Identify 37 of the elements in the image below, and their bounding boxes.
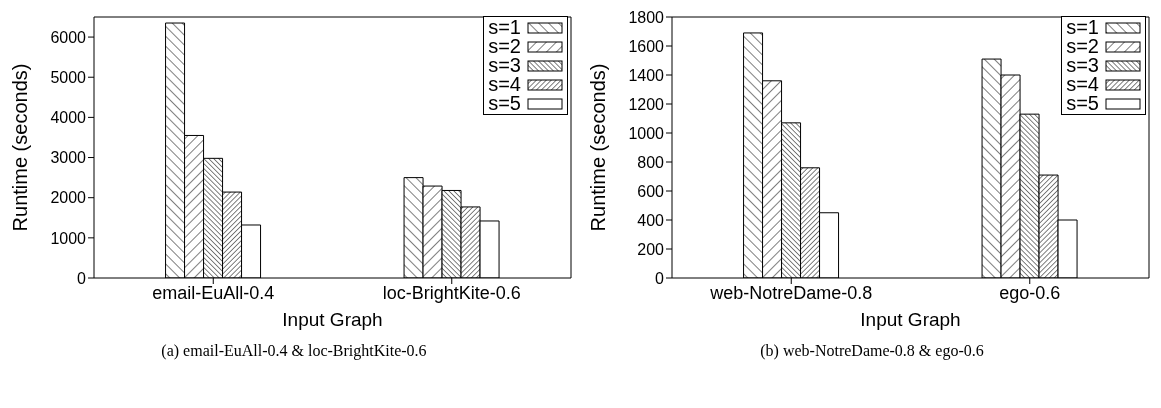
x-tick-label: ego-0.6 [999, 282, 1061, 303]
text: (b) web-NotreDame-0.8 & ego-0.6 [759, 342, 985, 360]
legend-label: s=2 [488, 35, 521, 57]
x-tick-label: loc-BrightKite-0.6 [382, 282, 521, 303]
y-tick-label: 1600 [628, 37, 665, 55]
y-tick-label: 2000 [50, 189, 87, 207]
y-tick-label: 1000 [628, 124, 665, 142]
y-tick-label: 600 [637, 182, 665, 200]
legend-label: s=5 [488, 92, 521, 114]
y-tick-label: 400 [637, 211, 665, 229]
y-tick-label: 5000 [50, 68, 87, 86]
legend-label: s=4 [488, 73, 521, 95]
y-tick-label: 200 [637, 240, 665, 258]
y-tick-label: 0 [77, 269, 87, 287]
y-tick-label: 1400 [628, 66, 665, 84]
x-tick-label: email-EuAll-0.4 [152, 282, 275, 303]
y-tick-label: 1200 [628, 95, 665, 113]
text: (a) email-EuAll-0.4 & loc-BrightKite-0.6 [160, 342, 428, 360]
x-axis-title: Input Graph [860, 309, 961, 330]
y-tick-label: 1000 [50, 229, 87, 247]
y-axis-title: Runtime (seconds) [587, 63, 610, 232]
x-tick-label: web-NotreDame-0.8 [709, 282, 873, 303]
y-tick-label: 800 [637, 153, 665, 171]
y-tick-label: 0 [655, 269, 665, 287]
legend-label: s=1 [1066, 16, 1099, 38]
legend-label: s=5 [1066, 92, 1099, 114]
legend-label: s=2 [1066, 35, 1099, 57]
y-tick-label: 6000 [50, 28, 87, 46]
legend-label: s=3 [488, 54, 521, 76]
legend-label: s=3 [1066, 54, 1099, 76]
y-tick-label: 1800 [628, 8, 665, 26]
y-tick-label: 4000 [50, 109, 87, 127]
legend-label: s=1 [488, 16, 521, 38]
x-axis-title: Input Graph [282, 309, 383, 330]
y-tick-label: 3000 [50, 149, 87, 167]
legend-label: s=4 [1066, 73, 1099, 95]
y-axis-title: Runtime (seconds) [9, 63, 32, 232]
